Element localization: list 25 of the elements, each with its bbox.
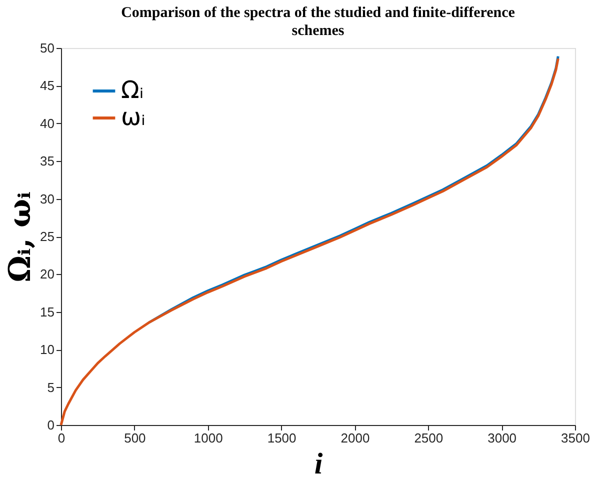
- y-axis-title: Ωᵢ, ωᵢ: [3, 192, 38, 282]
- y-tick-label: 30: [40, 191, 54, 206]
- y-tick-label: 5: [47, 380, 54, 395]
- y-tick-label: 45: [40, 78, 54, 94]
- x-tick-label: 3000: [488, 430, 517, 446]
- y-tick-label: 20: [40, 266, 54, 282]
- y-tick-label: 50: [40, 40, 54, 56]
- line-series: [60, 57, 560, 426]
- x-tick-label: 2500: [414, 430, 444, 446]
- y-tick-label: 10: [40, 342, 54, 358]
- x-tick-label: 1000: [194, 430, 223, 446]
- chart-title: Comparison of the spectra of the studied and finite-difference schemes: [121, 5, 516, 39]
- legend-label: ωᵢ: [121, 103, 146, 131]
- x-tick-label: 1500: [267, 430, 296, 446]
- legend-label: Ωᵢ: [121, 76, 144, 104]
- y-tick-label: 40: [40, 116, 54, 131]
- y-tick-label: 0: [47, 418, 54, 432]
- y-tick-label: 35: [40, 154, 54, 169]
- x-tick-label: 0: [58, 430, 66, 446]
- x-tick-label: 2000: [340, 430, 370, 446]
- x-axis-title: i: [314, 448, 324, 480]
- y-tick-label: 15: [40, 304, 54, 320]
- x-tick-label: 3500: [561, 430, 590, 446]
- y-tick-label: 25: [40, 229, 54, 244]
- x-tick-label: 500: [124, 430, 146, 446]
